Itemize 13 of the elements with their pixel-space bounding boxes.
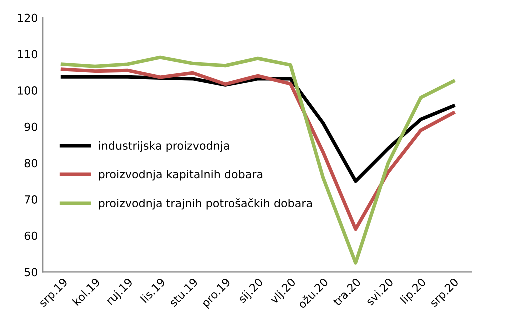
y-tick-label: 50 [24, 268, 38, 277]
y-tick-label: 80 [24, 159, 38, 168]
y-tick-label: 60 [24, 232, 38, 240]
y-tick-label: 110 [18, 50, 38, 59]
line-series [60, 68, 456, 232]
legend-label: proizvodnja kapitalnih dobara [99, 170, 263, 181]
line-series [60, 56, 456, 265]
legend-label: proizvodnja trajnih potrošačkih dobara [99, 198, 312, 210]
y-tick-label: 100 [18, 86, 38, 95]
y-tick-label: 70 [25, 196, 38, 204]
y-tick-label: 90 [24, 122, 38, 132]
legend-label: industrijska proizvodnja [99, 141, 230, 152]
y-tick-label: 120 [18, 14, 38, 22]
